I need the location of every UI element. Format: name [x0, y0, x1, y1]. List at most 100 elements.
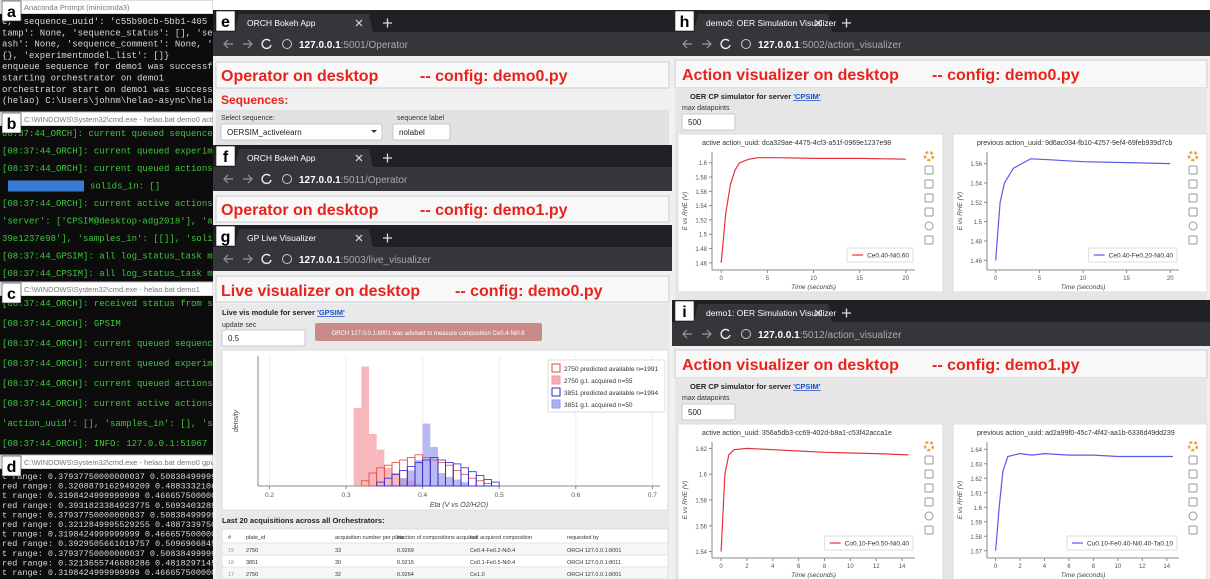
panel-letter: h [680, 14, 690, 31]
y-axis-label: E vs RHE (V) [957, 481, 964, 520]
y-axis-label: E vs RHE (V) [682, 192, 689, 231]
selection [8, 181, 84, 192]
y-tick-label: 1.57 [970, 549, 982, 555]
y-tick-label: 1.48 [695, 247, 707, 253]
console-line: red range: 0.3929505661019757 0.50969068… [2, 539, 216, 549]
x-axis-label: Time (seconds) [791, 284, 836, 291]
y-tick-label: 1.6 [699, 161, 708, 167]
server-label: OER CP simulator for server 'CPSIM' [690, 92, 821, 101]
table-cell: Co0.1-Fe0.5-Ni0.4 [470, 560, 515, 566]
x-axis-label: Time (seconds) [1061, 572, 1106, 579]
legend-label: Ce0.40-Fe0.20-Ni0.40 [1109, 253, 1174, 260]
console-line: [08:37:44_CPSIM]: all log_status_task me… [2, 269, 240, 279]
column-header: last acquired composition [470, 535, 532, 541]
histogram-bar [400, 478, 408, 486]
panel-letter: g [221, 229, 231, 246]
page-heading: Action visualizer on desktop [682, 67, 899, 84]
x-tick-label: 10 [847, 564, 854, 570]
url: 127.0.0.1:5001/Operator [299, 40, 409, 51]
y-tick-label: 1.61 [970, 491, 982, 497]
console-line: solids_in: [] [90, 182, 160, 192]
console-line: [08:37:44_ORCH]: INFO: 127.0.0.1:51067 - [2, 439, 218, 449]
address-bar [213, 167, 672, 191]
console-line: [08:37:44_ORCH]: current queued actions:… [2, 379, 240, 389]
browser-window: demo1: OER Simulation Visualizer127.0.0.… [672, 300, 1210, 579]
terminal: C:\WINDOWS\System32\cmd.exe - helao.bat … [0, 112, 240, 282]
input-value: 500 [688, 118, 702, 127]
url: 127.0.0.1:5002/action_visualizer [758, 40, 902, 51]
console-line: orchestrator start on demo1 was successf… [2, 85, 229, 95]
field-label: sequence label [397, 115, 445, 122]
table-cell: ORCH 127.0.0.1:8011 [567, 560, 621, 566]
y-tick-label: 1.62 [695, 447, 707, 453]
address-bar [672, 32, 1210, 56]
console-line: [08:37:44_ORCH]: GPSIM [2, 319, 121, 329]
histogram-bar [415, 460, 423, 486]
tab-title: demo0: OER Simulation Visualizer [706, 18, 836, 28]
console-line: t range: 0.37937750000000037 0.508384999… [2, 472, 221, 482]
table-cell: Ce0.4-Fe0.2-Ni0.4 [470, 548, 515, 554]
server-link: 'GPSIM' [317, 308, 345, 317]
browser-window: ORCH Bokeh App127.0.0.1:5001/OperatorOpe… [213, 10, 672, 145]
field-label: update sec [222, 322, 257, 329]
url-host: 127.0.0.1 [758, 40, 800, 51]
page: HELAO desktop screenshot {"terminals": [… [0, 0, 1210, 579]
table-cell: 2750 [246, 572, 258, 578]
browser-window: demo0: OER Simulation Visualizer 127.0.0.… [672, 10, 1210, 300]
server-text: OER CP simulator for server [690, 92, 793, 101]
console-line: [08:37:44_ORCH]: received status from se… [2, 299, 240, 309]
table-cell: 18 [228, 560, 234, 566]
column-header: requested by [567, 535, 599, 541]
panel-letter: e [221, 14, 230, 31]
url-host: 127.0.0.1 [758, 330, 800, 341]
histogram-bar [361, 366, 369, 486]
console-line: t range: 0.37937750000000037 0.508384999… [2, 510, 221, 520]
table-cell: 0.0215 [397, 560, 414, 566]
x-tick-label: 10 [810, 276, 817, 282]
server-label: OER CP simulator for server 'CPSIM' [690, 382, 821, 391]
section-title: Sequences: [221, 93, 288, 107]
plot-frame [953, 134, 1207, 292]
console-line: t range: 0.3198424999999999 0.4666575000… [2, 491, 216, 501]
server-text: OER CP simulator for server [690, 382, 793, 391]
table-cell: 19 [228, 548, 234, 554]
url-path: :5012/action_visualizer [800, 330, 902, 341]
window-title: Anaconda Prompt (miniconda3) [24, 3, 130, 12]
console-line: tamp': None, 'sequence_status': [], 'seq… [2, 28, 240, 38]
terminal: C:\WINDOWS\System32\cmd.exe - helao.bat … [0, 455, 221, 579]
panel-letter: a [7, 4, 16, 21]
server-link: 'CPSIM' [793, 92, 821, 101]
input-value: 500 [688, 408, 702, 417]
histogram-bar [453, 480, 461, 487]
config-label: -- config: demo0.py [420, 68, 568, 85]
histogram-bar [430, 447, 438, 486]
url-path: :5002/action_visualizer [800, 40, 902, 51]
histogram-bar [407, 470, 415, 486]
histogram-bar [392, 473, 400, 486]
plot-frame [953, 424, 1207, 579]
histogram-bar [354, 408, 362, 486]
y-tick-label: 1.54 [970, 181, 982, 187]
address-bar [213, 32, 672, 56]
column-header: acquisition number per plate [335, 535, 404, 541]
console-line: [08:37:44_ORCH]: current queued experime… [2, 147, 234, 157]
table-cell: ORCH 127.0.0.1:8001 [567, 572, 621, 578]
table-cell: 30 [335, 560, 341, 566]
console-line: red range: 0.3931823384923775 0.50934032… [2, 501, 216, 511]
config-label: -- config: demo0.py [932, 67, 1080, 84]
console-line: t range: 0.3198424999999999 0.4666575000… [2, 530, 216, 540]
browser-window: GP Live Visualizer127.0.0.1:5003/live_vi… [213, 225, 672, 579]
table-cell: 0.0269 [397, 548, 414, 554]
console-line: [08:37:44_ORCH]: current active actions:… [2, 399, 240, 409]
server-label: Live vis module for server 'GPSIM' [222, 308, 345, 317]
legend-label: 3851 predicted available n=1994 [564, 390, 659, 397]
table-cell: 2750 [246, 548, 258, 554]
y-axis-label: density [233, 409, 240, 432]
url-path: :5011/Operator [341, 175, 408, 186]
y-tick-label: 1.58 [695, 176, 707, 182]
y-tick-label: 1.59 [970, 520, 982, 526]
table-cell: 3851 [246, 560, 258, 566]
y-axis-label: E vs RHE (V) [957, 192, 964, 231]
url-host: 127.0.0.1 [299, 255, 341, 266]
panel-letter: i [682, 304, 686, 321]
